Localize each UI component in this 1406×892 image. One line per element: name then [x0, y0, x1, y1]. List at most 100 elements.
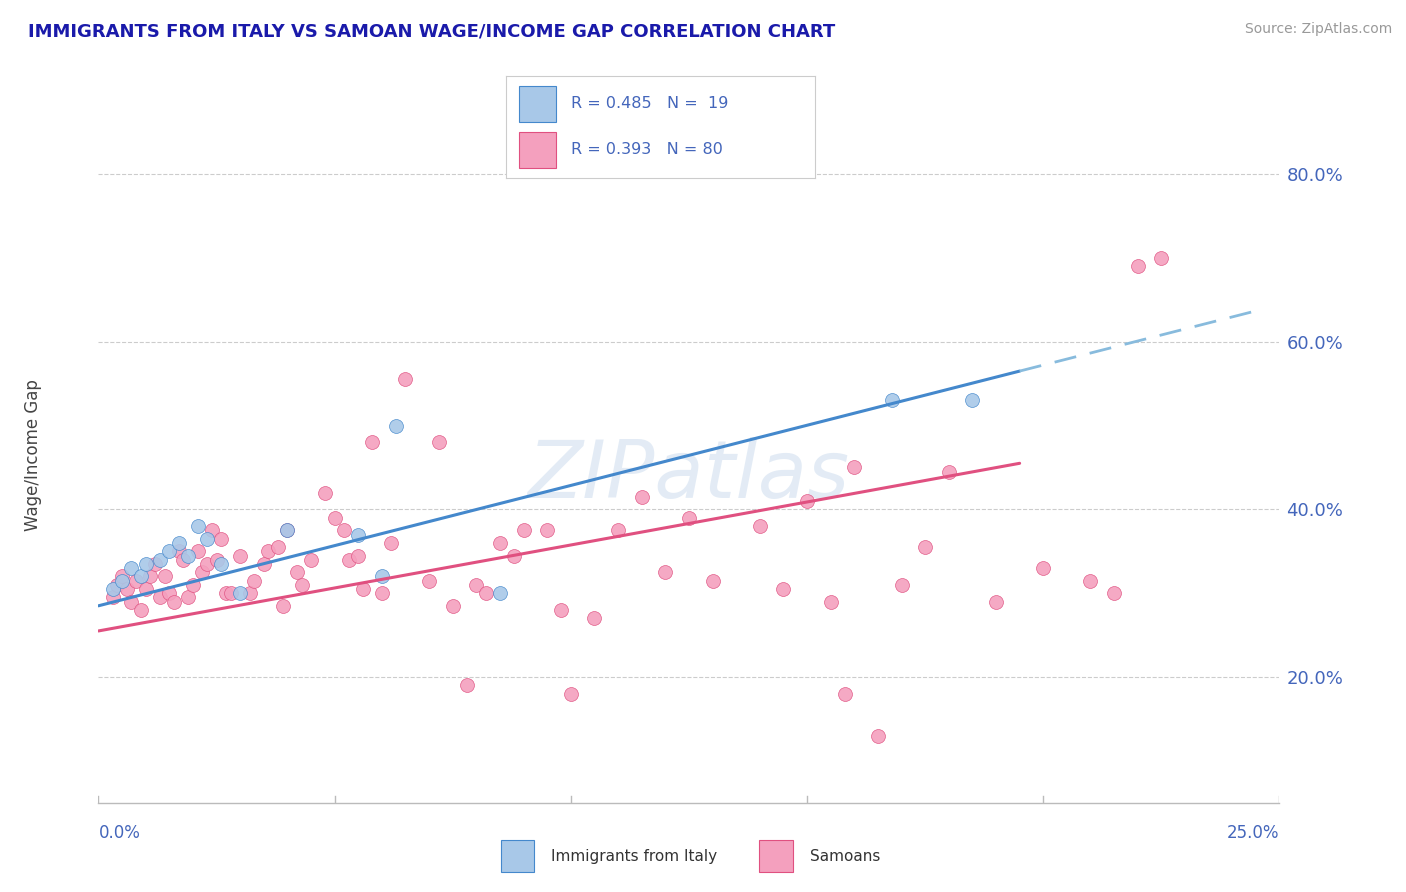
- Point: [167, 544, 190, 558]
- Point: [333, 524, 356, 538]
- Point: [105, 578, 128, 592]
- Point: [984, 594, 1007, 608]
- Text: IMMIGRANTS FROM ITALY VS SAMOAN WAGE/INCOME GAP CORRELATION CHART: IMMIGRANTS FROM ITALY VS SAMOAN WAGE/INC…: [28, 22, 835, 40]
- Point: [172, 552, 194, 566]
- Point: [135, 557, 157, 571]
- Text: Immigrants from Italy: Immigrants from Italy: [551, 849, 717, 863]
- Text: 0.0%: 0.0%: [98, 823, 141, 842]
- Point: [456, 678, 478, 692]
- Point: [111, 574, 134, 588]
- Point: [181, 578, 204, 592]
- Point: [229, 586, 252, 600]
- Point: [219, 586, 242, 600]
- Point: [748, 519, 770, 533]
- FancyBboxPatch shape: [759, 840, 793, 872]
- Point: [347, 549, 370, 563]
- Point: [427, 435, 450, 450]
- Point: [380, 536, 402, 550]
- Point: [271, 599, 294, 613]
- Point: [101, 591, 124, 605]
- Point: [772, 582, 794, 596]
- Point: [880, 393, 903, 408]
- Point: [209, 532, 232, 546]
- Point: [550, 603, 572, 617]
- FancyBboxPatch shape: [519, 87, 555, 122]
- Point: [1150, 251, 1173, 265]
- Point: [209, 557, 232, 571]
- Point: [253, 557, 276, 571]
- Point: [115, 582, 138, 596]
- Point: [630, 490, 652, 504]
- Point: [157, 544, 180, 558]
- Point: [167, 536, 190, 550]
- Point: [187, 519, 209, 533]
- Text: ZIPatlas: ZIPatlas: [527, 437, 851, 515]
- Point: [139, 569, 162, 583]
- Point: [121, 594, 143, 608]
- Point: [347, 527, 370, 541]
- Point: [1080, 574, 1102, 588]
- Point: [938, 465, 960, 479]
- Point: [201, 524, 224, 538]
- Point: [215, 586, 238, 600]
- Point: [276, 524, 298, 538]
- Point: [914, 540, 936, 554]
- Text: Source: ZipAtlas.com: Source: ZipAtlas.com: [1244, 22, 1392, 37]
- Point: [149, 552, 172, 566]
- Point: [195, 532, 218, 546]
- Point: [512, 524, 534, 538]
- Point: [796, 494, 818, 508]
- Point: [101, 582, 124, 596]
- Point: [475, 586, 498, 600]
- Text: Samoans: Samoans: [810, 849, 880, 863]
- Point: [394, 372, 416, 386]
- Point: [290, 578, 312, 592]
- FancyBboxPatch shape: [519, 132, 555, 168]
- Point: [323, 510, 346, 524]
- Text: R = 0.393   N = 80: R = 0.393 N = 80: [571, 142, 723, 157]
- Text: 25.0%: 25.0%: [1227, 823, 1279, 842]
- Point: [135, 582, 157, 596]
- Point: [121, 561, 143, 575]
- Point: [143, 557, 166, 571]
- Point: [962, 393, 984, 408]
- Point: [205, 552, 228, 566]
- Text: Wage/Income Gap: Wage/Income Gap: [24, 379, 42, 531]
- Point: [285, 566, 308, 580]
- Point: [243, 574, 266, 588]
- Point: [560, 687, 582, 701]
- Point: [1102, 586, 1125, 600]
- Point: [163, 594, 186, 608]
- Point: [352, 582, 374, 596]
- Point: [257, 544, 280, 558]
- Point: [299, 552, 322, 566]
- Point: [276, 524, 298, 538]
- Point: [177, 549, 200, 563]
- FancyBboxPatch shape: [501, 840, 534, 872]
- Point: [834, 687, 856, 701]
- Point: [187, 544, 209, 558]
- Point: [702, 574, 724, 588]
- Point: [441, 599, 464, 613]
- Point: [489, 536, 512, 550]
- Point: [129, 603, 152, 617]
- Point: [153, 569, 176, 583]
- Text: R = 0.485   N =  19: R = 0.485 N = 19: [571, 96, 728, 111]
- Point: [371, 569, 394, 583]
- Point: [654, 566, 676, 580]
- Point: [503, 549, 526, 563]
- Point: [1032, 561, 1054, 575]
- Point: [820, 594, 842, 608]
- Point: [337, 552, 360, 566]
- Point: [371, 586, 394, 600]
- Point: [678, 510, 700, 524]
- Point: [111, 569, 134, 583]
- Point: [361, 435, 384, 450]
- Point: [191, 566, 214, 580]
- Point: [125, 574, 148, 588]
- Point: [1126, 260, 1149, 274]
- Point: [385, 418, 408, 433]
- Point: [239, 586, 262, 600]
- Point: [583, 611, 606, 625]
- Point: [157, 586, 180, 600]
